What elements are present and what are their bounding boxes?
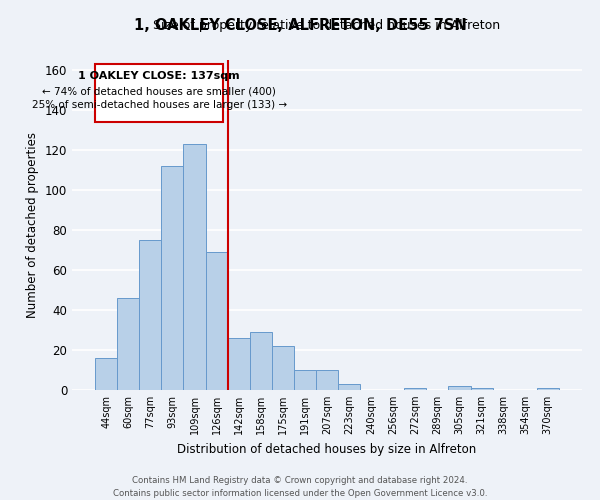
Bar (294, 370, 316, 390)
FancyBboxPatch shape (95, 64, 223, 122)
Text: ← 74% of detached houses are smaller (400): ← 74% of detached houses are smaller (40… (42, 86, 276, 96)
Bar (404, 388, 427, 390)
Bar (448, 386, 470, 390)
Bar (338, 384, 360, 390)
Bar (161, 166, 184, 390)
Title: Size of property relative to detached houses in Alfreton: Size of property relative to detached ho… (154, 20, 500, 32)
Text: 1 OAKLEY CLOSE: 137sqm: 1 OAKLEY CLOSE: 137sqm (79, 71, 240, 81)
Bar (117, 298, 139, 390)
Y-axis label: Number of detached properties: Number of detached properties (26, 132, 39, 318)
Bar (272, 346, 294, 390)
Bar (184, 144, 206, 390)
Text: 25% of semi-detached houses are larger (133) →: 25% of semi-detached houses are larger (… (32, 100, 287, 110)
Bar (227, 338, 250, 390)
Bar (470, 388, 493, 390)
Bar (537, 388, 559, 390)
Bar (206, 252, 227, 390)
Bar (250, 332, 272, 390)
X-axis label: Distribution of detached houses by size in Alfreton: Distribution of detached houses by size … (178, 442, 476, 456)
Bar (316, 370, 338, 390)
Bar (139, 240, 161, 390)
Text: 1, OAKLEY CLOSE, ALFRETON, DE55 7SN: 1, OAKLEY CLOSE, ALFRETON, DE55 7SN (134, 18, 466, 32)
Text: Contains HM Land Registry data © Crown copyright and database right 2024.
Contai: Contains HM Land Registry data © Crown c… (113, 476, 487, 498)
Bar (95, 358, 117, 390)
